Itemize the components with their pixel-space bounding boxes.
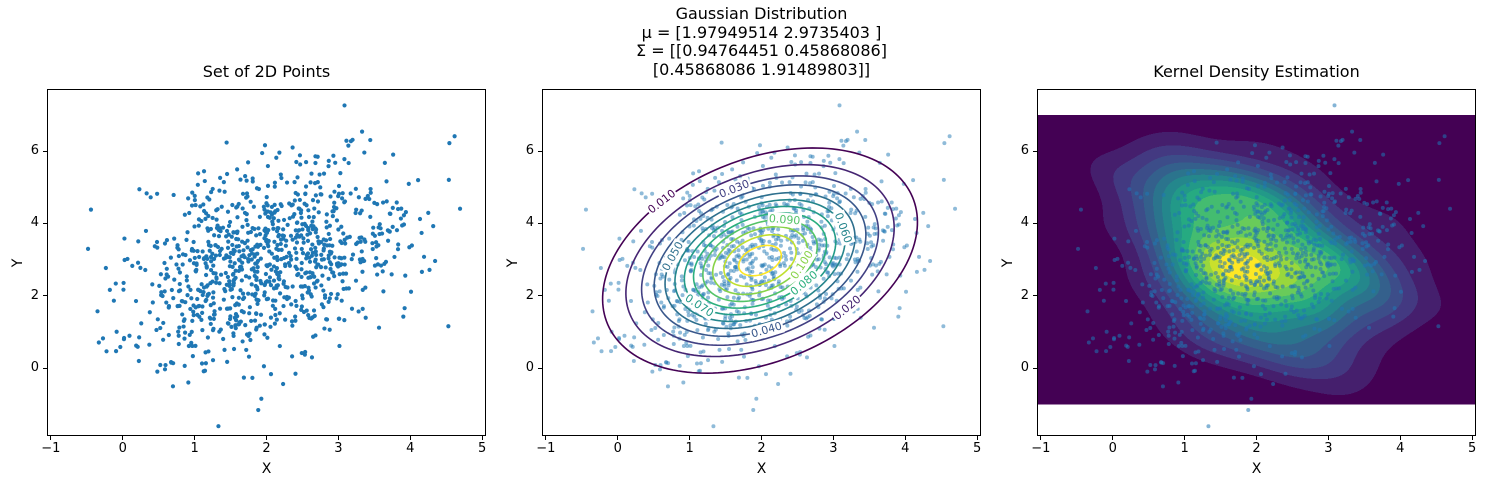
x-tick-mark (1256, 436, 1257, 440)
y-tick-label: 2 (1020, 287, 1029, 303)
y-tick-mark (1033, 150, 1037, 152)
x-tick-mark (194, 436, 196, 440)
kde-ylabel: Y (1000, 258, 1016, 268)
x-tick-mark (266, 436, 267, 440)
kde-axes (1037, 89, 1476, 436)
scatter-plot-canvas (48, 90, 485, 435)
y-tick-label: 4 (525, 215, 534, 231)
gaussian-xlabel: X (756, 461, 767, 477)
gaussian-title-mu: μ = [1.97949514 2.9735403 ] (641, 22, 882, 42)
kde-plot-canvas (1038, 90, 1475, 435)
x-tick-mark (545, 436, 547, 440)
x-tick-label: 5 (972, 441, 982, 456)
x-tick-label: −1 (41, 441, 61, 456)
scatter-ylabel: Y (10, 258, 26, 268)
x-tick-label: −1 (1031, 441, 1051, 456)
x-tick-mark (761, 436, 762, 440)
x-tick-label: 3 (334, 441, 343, 456)
x-tick-mark (1040, 436, 1042, 440)
y-tick-label: 6 (1020, 143, 1029, 159)
x-tick-mark (1184, 436, 1186, 440)
x-tick-label: 0 (1108, 441, 1117, 456)
y-tick-mark (1033, 222, 1037, 224)
x-tick-label: 2 (262, 441, 271, 456)
y-tick-mark (43, 367, 47, 369)
y-tick-label: 4 (30, 215, 39, 231)
x-tick-label: −1 (536, 441, 556, 456)
y-tick-label: 0 (30, 360, 39, 376)
x-tick-label: 0 (118, 441, 127, 456)
y-tick-mark (538, 150, 542, 152)
gaussian-ylabel: Y (505, 258, 521, 268)
kde-panel-title: Kernel Density Estimation (1153, 62, 1360, 81)
gaussian-title-sigma2: [0.45868086 1.91489803]] (652, 59, 871, 79)
scatter-axes (47, 89, 486, 436)
x-tick-label: 2 (1252, 441, 1261, 456)
gaussian-panel-title: Gaussian Distribution μ = [1.97949514 2.… (543, 4, 980, 79)
x-tick-mark (904, 436, 906, 440)
x-tick-mark (1471, 436, 1473, 440)
x-tick-label: 0 (613, 441, 622, 456)
gaussian-axes (542, 89, 981, 436)
x-tick-label: 1 (190, 441, 199, 456)
scatter-xlabel: X (261, 461, 272, 477)
y-tick-mark (1033, 367, 1037, 369)
gaussian-title-line1: Gaussian Distribution (675, 4, 848, 23)
y-tick-mark (1033, 295, 1037, 297)
x-tick-mark (1112, 436, 1114, 440)
x-tick-mark (409, 436, 411, 440)
y-tick-label: 6 (30, 143, 39, 159)
x-tick-label: 1 (1180, 441, 1189, 456)
x-tick-label: 4 (1396, 441, 1405, 456)
y-tick-label: 0 (525, 360, 534, 376)
scatter-panel-title: Set of 2D Points (202, 62, 331, 81)
x-tick-label: 5 (477, 441, 487, 456)
y-tick-mark (538, 222, 542, 224)
x-tick-mark (122, 436, 124, 440)
x-tick-label: 5 (1467, 441, 1477, 456)
y-tick-label: 4 (1020, 215, 1029, 231)
x-tick-mark (1399, 436, 1401, 440)
y-tick-label: 0 (1020, 360, 1029, 376)
y-tick-mark (43, 295, 47, 297)
y-tick-mark (538, 295, 542, 297)
gaussian-contour-canvas (543, 90, 980, 435)
x-tick-mark (337, 436, 339, 440)
y-tick-label: 2 (525, 287, 534, 303)
x-tick-mark (689, 436, 691, 440)
y-tick-label: 6 (525, 143, 534, 159)
y-tick-label: 2 (30, 287, 39, 303)
x-tick-label: 2 (757, 441, 766, 456)
x-tick-mark (976, 436, 978, 440)
x-tick-mark (481, 436, 483, 440)
x-tick-label: 4 (901, 441, 910, 456)
x-tick-mark (832, 436, 834, 440)
x-tick-label: 3 (829, 441, 838, 456)
y-tick-mark (43, 150, 47, 152)
x-tick-label: 4 (406, 441, 415, 456)
y-tick-mark (538, 367, 542, 369)
x-tick-mark (617, 436, 619, 440)
kde-xlabel: X (1251, 461, 1262, 477)
y-tick-mark (43, 222, 47, 224)
x-tick-mark (50, 436, 52, 440)
x-tick-label: 1 (685, 441, 694, 456)
x-tick-label: 3 (1324, 441, 1333, 456)
gaussian-title-sigma1: Σ = [[0.94764451 0.45868086] (636, 41, 887, 60)
x-tick-mark (1327, 436, 1329, 440)
